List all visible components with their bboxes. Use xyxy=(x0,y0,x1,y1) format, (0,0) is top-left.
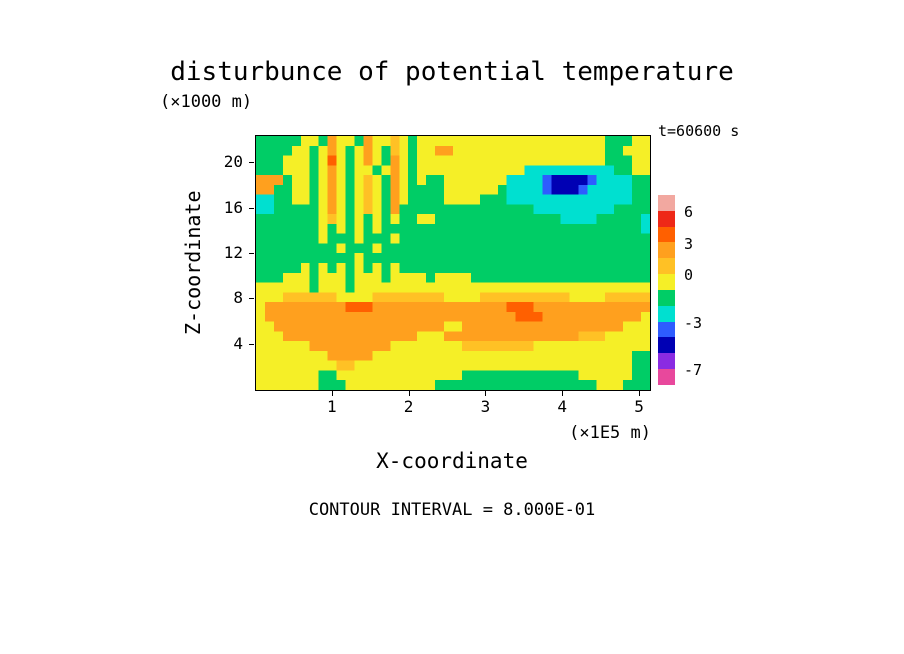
colorbar-cell xyxy=(658,337,675,354)
plot-title: disturbunce of potential temperature xyxy=(170,57,734,87)
y-tick-label: 4 xyxy=(233,333,243,353)
y-tick-mark xyxy=(249,298,254,300)
x-tick-mark xyxy=(485,391,487,396)
y-tick-label: 20 xyxy=(223,152,243,172)
x-axis-label: X-coordinate xyxy=(376,449,528,473)
colorbar-cell xyxy=(658,274,675,290)
colorbar-cell xyxy=(658,242,675,259)
colorbar-cell xyxy=(658,226,675,243)
colorbar-cell xyxy=(658,210,675,227)
y-tick-mark xyxy=(249,343,254,345)
colorbar-cell xyxy=(658,289,675,306)
colorbar-cell xyxy=(658,195,675,211)
x-tick-label: 1 xyxy=(326,397,337,416)
y-tick-mark xyxy=(249,252,254,254)
colorbar xyxy=(658,195,675,385)
x-axis-units: (×1E5 m) xyxy=(569,423,651,443)
y-tick-label: 8 xyxy=(233,288,243,308)
x-tick-mark xyxy=(562,391,564,396)
colorbar-cell xyxy=(658,353,675,370)
x-tick-mark xyxy=(408,391,410,396)
time-annotation: t=60600 s xyxy=(658,122,740,140)
y-tick-mark xyxy=(249,162,254,164)
colorbar-label: -7 xyxy=(684,361,703,380)
colorbar-cell xyxy=(658,321,675,338)
colorbar-label: 0 xyxy=(684,266,694,285)
x-tick-label: 4 xyxy=(557,397,568,416)
x-tick-label: 5 xyxy=(634,397,644,416)
x-tick-label: 3 xyxy=(480,397,491,416)
colorbar-label: 6 xyxy=(684,202,694,221)
y-axis-units: (×1000 m) xyxy=(160,92,253,112)
contour-interval-note: CONTOUR INTERVAL = 8.000E-01 xyxy=(308,500,596,520)
y-tick-label: 16 xyxy=(223,197,243,217)
y-tick-mark xyxy=(249,207,254,209)
colorbar-cell xyxy=(658,369,675,385)
plot-area xyxy=(255,135,651,391)
colorbar-cell xyxy=(658,258,675,275)
x-tick-mark xyxy=(639,391,641,396)
x-tick-mark xyxy=(331,391,333,396)
colorbar-cell xyxy=(658,305,675,322)
heatmap-canvas xyxy=(256,136,650,390)
colorbar-label: -3 xyxy=(684,313,703,332)
y-tick-label: 12 xyxy=(223,242,243,262)
x-tick-label: 2 xyxy=(403,397,414,416)
colorbar-label: 3 xyxy=(684,234,694,253)
